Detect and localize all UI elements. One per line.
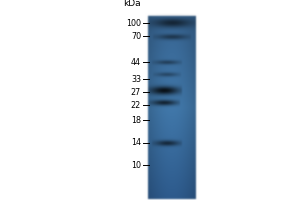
Text: 33: 33	[131, 75, 141, 84]
Text: 44: 44	[131, 58, 141, 67]
Text: 10: 10	[131, 161, 141, 170]
Text: 27: 27	[131, 88, 141, 97]
Text: 70: 70	[131, 32, 141, 41]
Text: 18: 18	[131, 116, 141, 125]
Text: 100: 100	[126, 19, 141, 28]
Text: 14: 14	[131, 138, 141, 147]
Text: kDa: kDa	[123, 0, 141, 8]
Text: 22: 22	[131, 101, 141, 110]
